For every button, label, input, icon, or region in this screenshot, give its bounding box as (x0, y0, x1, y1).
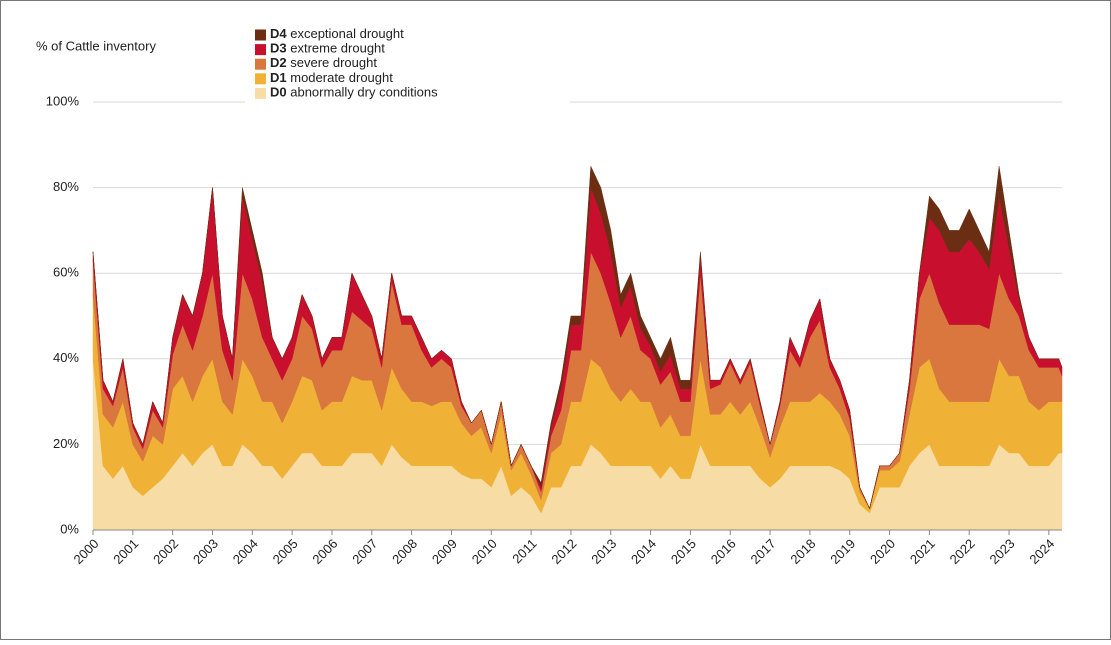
legend-swatch (255, 58, 266, 70)
y-axis-label: % of Cattle inventory (36, 38, 156, 53)
y-tick-label: 20% (53, 436, 79, 451)
legend-label: D1 moderate drought (270, 70, 393, 85)
y-tick-label: 80% (53, 179, 79, 194)
y-tick-label: 40% (53, 350, 79, 365)
legend-label: D4 exceptional drought (270, 26, 404, 41)
legend-label: D3 extreme drought (270, 41, 385, 56)
y-tick-label: 0% (60, 521, 79, 536)
legend-swatch (255, 44, 266, 56)
y-tick-label: 100% (46, 93, 80, 108)
legend-swatch (255, 73, 266, 85)
legend-swatch (255, 29, 266, 41)
area (92, 166, 1063, 510)
legend-label: D2 severe drought (270, 56, 377, 71)
legend-background (245, 26, 570, 116)
y-tick-label: 60% (53, 265, 79, 280)
legend-label: D0 abnormally dry conditions (270, 85, 438, 100)
legend-swatch (255, 87, 266, 99)
